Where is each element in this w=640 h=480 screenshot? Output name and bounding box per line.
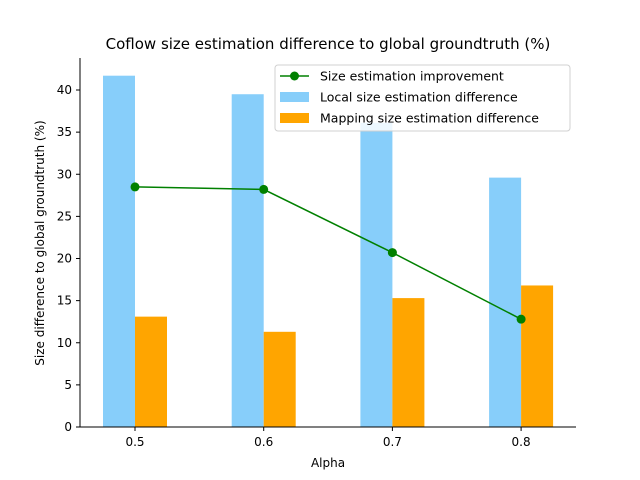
x-tick-label-0: 0.5	[125, 435, 144, 449]
improvement-point-2	[387, 248, 397, 258]
y-tick-label-5: 25	[57, 209, 72, 223]
bar-mapping-1	[263, 331, 296, 427]
legend-swatch-local	[280, 92, 309, 102]
bar-mapping-3	[521, 285, 554, 427]
bar-local-1	[231, 94, 264, 428]
y-tick-label-6: 30	[57, 167, 72, 181]
bar-mapping-0	[135, 316, 167, 427]
x-tick-label-2: 0.7	[383, 435, 402, 449]
x-tick-label-3: 0.8	[512, 435, 531, 449]
y-tick-label-0: 0	[64, 420, 72, 434]
y-axis-label: Size difference to global groundtruth (%…	[33, 120, 47, 365]
bars-layer	[103, 75, 554, 428]
y-tick-label-8: 40	[57, 83, 72, 97]
y-tick-label-4: 20	[57, 252, 72, 266]
bar-local-3	[489, 177, 522, 427]
improvement-point-3	[516, 314, 526, 324]
legend-swatch-mapping	[280, 113, 309, 123]
bar-local-2	[360, 122, 393, 427]
bar-local-0	[103, 75, 135, 428]
y-tick-label-7: 35	[57, 125, 72, 139]
y-tick-label-3: 15	[57, 294, 72, 308]
legend-label-0: Size estimation improvement	[320, 69, 504, 84]
improvement-point-1	[259, 184, 269, 194]
chart-title: Coflow size estimation difference to glo…	[106, 35, 551, 53]
axes-layer: 0 5 10 15 20 25 30 35 40 0.5 0.6 0.7 0.8	[57, 58, 576, 449]
x-tick-label-1: 0.6	[254, 435, 273, 449]
y-tick-label-1: 5	[64, 378, 72, 392]
line-layer	[130, 182, 526, 324]
legend: Size estimation improvement Local size es…	[274, 64, 571, 132]
legend-marker-improvement	[290, 71, 299, 81]
legend-box	[274, 64, 571, 132]
y-tick-label-2: 10	[57, 336, 72, 350]
x-axis-label: Alpha	[311, 456, 345, 470]
legend-label-2: Mapping size estimation difference	[320, 111, 539, 126]
improvement-line	[134, 186, 522, 320]
legend-label-1: Local size estimation difference	[320, 90, 518, 105]
improvement-point-0	[130, 182, 140, 192]
bar-mapping-2	[392, 298, 425, 427]
